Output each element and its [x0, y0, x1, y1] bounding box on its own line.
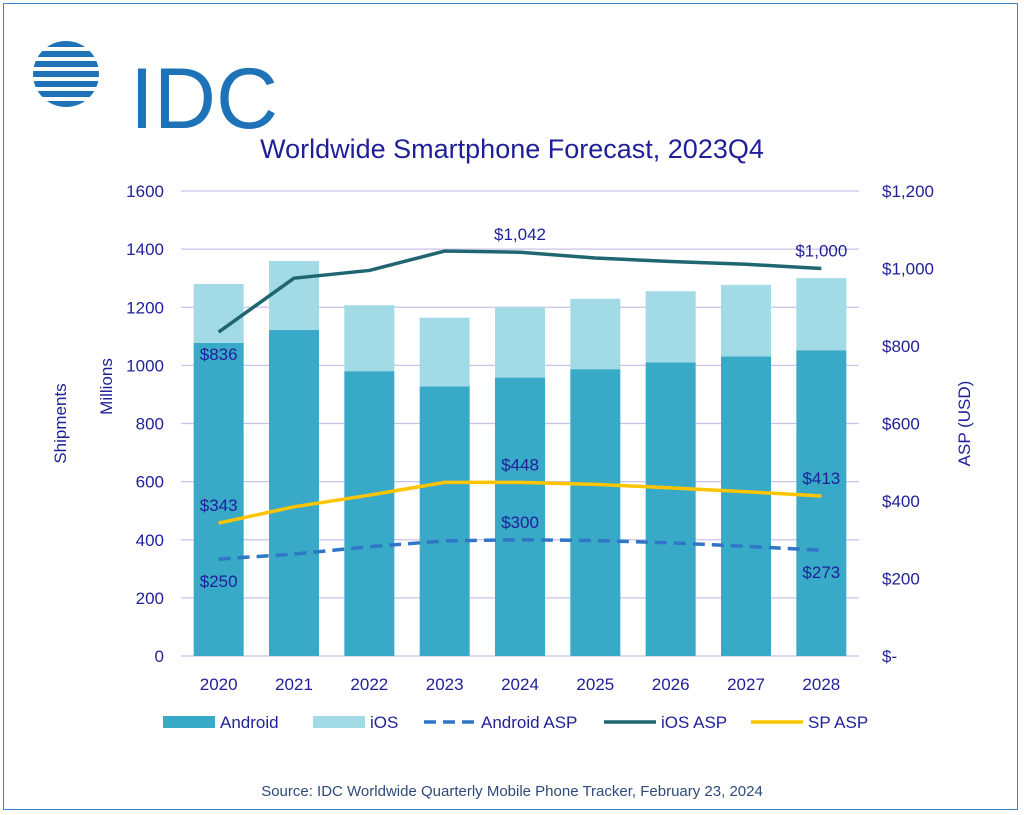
- bar-ios-2023: [419, 317, 470, 387]
- y2-tick-label: $400: [882, 492, 920, 511]
- legend-label: iOS ASP: [661, 713, 727, 732]
- y-tick-label: 800: [136, 415, 164, 434]
- x-tick-label: 2020: [200, 675, 238, 694]
- legend-item-sp-asp: SP ASP: [751, 713, 868, 732]
- bar-android-2022: [344, 371, 395, 656]
- y2-tick-label: $600: [882, 415, 920, 434]
- bar-ios-2027: [721, 284, 771, 357]
- bar-android-2023: [419, 386, 470, 656]
- bar-ios-2024: [495, 307, 545, 378]
- legend-item-ios: iOS: [313, 713, 398, 732]
- bar-android-2026: [645, 362, 696, 656]
- y2-tick-label: $1,000: [882, 260, 934, 279]
- y-tick-label: 1400: [126, 240, 164, 259]
- x-tick-label: 2027: [727, 675, 765, 694]
- y-axis-outer-label: Shipments: [51, 383, 70, 463]
- legend-label: Android: [220, 713, 279, 732]
- data-label: $413: [802, 469, 840, 488]
- source-note: Source: IDC Worldwide Quarterly Mobile P…: [261, 783, 763, 800]
- y-axis-label: Millions: [97, 358, 116, 415]
- x-tick-label: 2024: [501, 675, 539, 694]
- data-label: $250: [200, 572, 238, 591]
- bar-android-2024: [495, 377, 545, 656]
- line-sp-asp: [218, 480, 822, 525]
- data-label: $836: [200, 345, 238, 364]
- bar-android-2020: [193, 342, 244, 656]
- line-ios-asp: [217, 249, 822, 334]
- y2-tick-label: $200: [882, 570, 920, 589]
- y-tick-label: 0: [155, 647, 164, 666]
- x-tick-label: 2025: [576, 675, 614, 694]
- x-tick-label: 2026: [652, 675, 690, 694]
- x-tick-label: 2023: [426, 675, 464, 694]
- y2-tick-label: $1,200: [882, 182, 934, 201]
- bar-ios-2025: [570, 298, 621, 370]
- data-label: $1,000: [795, 242, 847, 261]
- y-tick-label: 200: [136, 589, 164, 608]
- legend-label: SP ASP: [808, 713, 868, 732]
- data-label: $273: [802, 563, 840, 582]
- chart-title: Worldwide Smartphone Forecast, 2023Q4: [260, 134, 764, 164]
- legend-item-android: Android: [163, 713, 279, 732]
- legend-item-ios-asp: iOS ASP: [604, 713, 727, 732]
- y-tick-label: 1200: [126, 298, 164, 317]
- y-tick-label: 400: [136, 531, 164, 550]
- data-label: $300: [501, 513, 539, 532]
- bar-ios-2021: [269, 261, 319, 330]
- x-tick-label: 2021: [275, 675, 313, 694]
- y-tick-label: 600: [136, 473, 164, 492]
- legend-swatch: [313, 716, 365, 728]
- globe-logo-icon: [33, 41, 99, 107]
- data-label: $448: [501, 455, 539, 474]
- data-label: $1,042: [494, 225, 546, 244]
- bar-ios-2028: [796, 278, 847, 351]
- bar-android-2027: [721, 356, 771, 656]
- y2-tick-label: $800: [882, 337, 920, 356]
- idc-logo: IDC: [32, 34, 278, 142]
- chart-legend: Android iOS Android ASP iOS ASP SP ASP: [163, 713, 868, 732]
- legend-label: iOS: [370, 713, 398, 732]
- bar-ios-2020: [193, 284, 244, 343]
- x-tick-label: 2028: [802, 675, 840, 694]
- bar-android-2028: [796, 350, 847, 656]
- y-tick-label: 1600: [126, 182, 164, 201]
- y2-axis-label: ASP (USD): [955, 381, 974, 467]
- legend-label: Android ASP: [481, 713, 577, 732]
- line-android-asp: [218, 538, 822, 561]
- brand-name: IDC: [130, 51, 279, 147]
- data-label: $343: [200, 496, 238, 515]
- legend-item-android-asp: Android ASP: [424, 713, 577, 732]
- bar-ios-2022: [344, 305, 395, 372]
- y2-tick-label: $-: [882, 647, 897, 666]
- x-tick-label: 2022: [350, 675, 388, 694]
- legend-swatch: [163, 716, 215, 728]
- y-tick-label: 1000: [126, 356, 164, 375]
- bar-android-2025: [570, 369, 621, 656]
- bar-android-2021: [269, 329, 319, 656]
- bar-ios-2026: [645, 291, 696, 363]
